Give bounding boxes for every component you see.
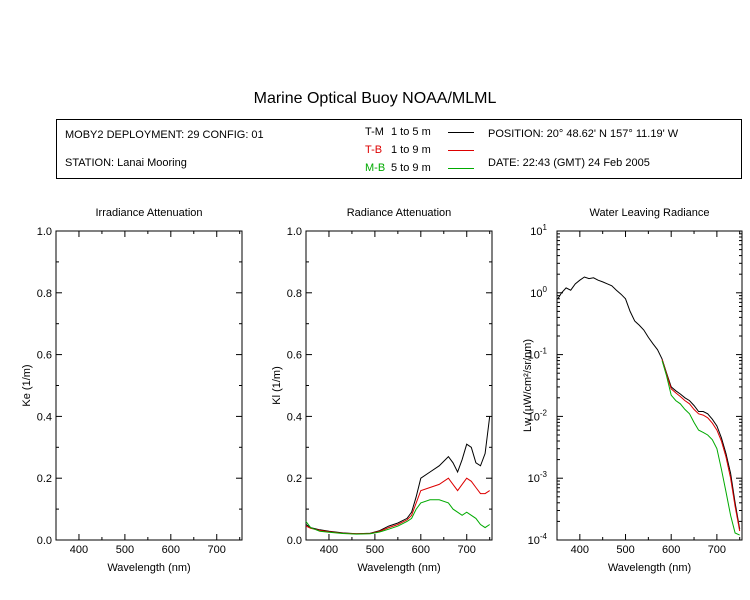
y-axis-label-0: Ke (1/m) [21,364,33,406]
series-line-1-t-m [305,416,491,535]
y-axis-label-2: Lw (µW/cm²/sr/nm) [522,339,534,432]
legend-range-mb: 5 to 9 m [391,162,431,174]
x-tick-label-2-0: 400 [571,544,589,556]
series-line-2-m-b [661,360,740,536]
y-tick-label-1-0: 0.0 [287,535,302,547]
legend-range-tb: 1 to 9 m [391,144,431,156]
y-tick-label-0-3: 0.6 [37,350,52,362]
y-tick-label-1-4: 0.8 [287,288,302,300]
y-tick-label-2-2: 10-2 [528,408,548,423]
position-label: POSITION: 20° 48.62' N 157° 11.19' W [488,128,679,140]
station-label: STATION: Lanai Mooring [65,157,187,169]
x-tick-label-0-3: 700 [208,544,226,556]
legend-code-tb: T-B [365,144,383,156]
y-tick-label-2-3: 10-1 [528,347,548,362]
y-tick-label-0-4: 0.8 [37,288,52,300]
x-tick-label-1-1: 500 [366,544,384,556]
x-tick-label-0-0: 400 [70,544,88,556]
y-tick-label-0-5: 1.0 [37,226,52,238]
series-line-1-m-b [305,499,490,535]
chart-title-0: Irradiance Attenuation [95,207,202,219]
y-tick-label-1-1: 0.2 [287,473,302,485]
series-line-2-t-b [661,359,741,532]
deployment-label: MOBY2 DEPLOYMENT: 29 CONFIG: 01 [65,129,264,141]
y-tick-label-0-2: 0.4 [37,411,52,423]
plot-frame-0 [55,230,243,541]
y-tick-label-0-1: 0.2 [37,473,52,485]
y-tick-label-1-3: 0.6 [287,350,302,362]
x-axis-label-1: Wavelength (nm) [357,562,440,574]
legend-swatch-tm [448,132,474,133]
series-line-1-t-b [305,477,490,535]
x-tick-label-2-2: 600 [662,544,680,556]
chart-title-2: Water Leaving Radiance [589,207,709,219]
plot-frame-1 [305,230,493,541]
series-line-2-t-m [557,276,741,530]
x-tick-label-0-2: 600 [162,544,180,556]
legend-code-mb: M-B [365,162,386,174]
x-tick-label-1-2: 600 [412,544,430,556]
y-tick-label-2-4: 100 [530,285,547,300]
x-tick-label-1-3: 700 [458,544,476,556]
info-box: MOBY2 DEPLOYMENT: 29 CONFIG: 01 STATION:… [56,119,742,179]
x-tick-label-2-1: 500 [616,544,634,556]
x-tick-label-0-1: 500 [116,544,134,556]
legend-code-tm: T-M [365,126,384,138]
date-label: DATE: 22:43 (GMT) 24 Feb 2005 [488,157,650,169]
chart-title-1: Radiance Attenuation [347,207,452,219]
legend-swatch-tb [448,150,474,151]
y-tick-label-2-5: 101 [530,223,547,238]
x-tick-label-1-0: 400 [320,544,338,556]
y-tick-label-2-1: 10-3 [528,470,548,485]
y-axis-label-1: Kl (1/m) [271,366,283,405]
legend-range-tm: 1 to 5 m [391,126,431,138]
y-tick-label-1-5: 1.0 [287,226,302,238]
y-tick-label-1-2: 0.4 [287,411,302,423]
x-axis-label-2: Wavelength (nm) [608,562,691,574]
page-title: Marine Optical Buoy NOAA/MLML [253,90,497,107]
x-axis-label-0: Wavelength (nm) [107,562,190,574]
y-tick-label-2-0: 10-4 [528,532,548,547]
x-tick-label-2-3: 700 [708,544,726,556]
plot-frame-2 [556,230,743,541]
y-tick-label-0-0: 0.0 [37,535,52,547]
legend-swatch-mb [448,168,474,169]
